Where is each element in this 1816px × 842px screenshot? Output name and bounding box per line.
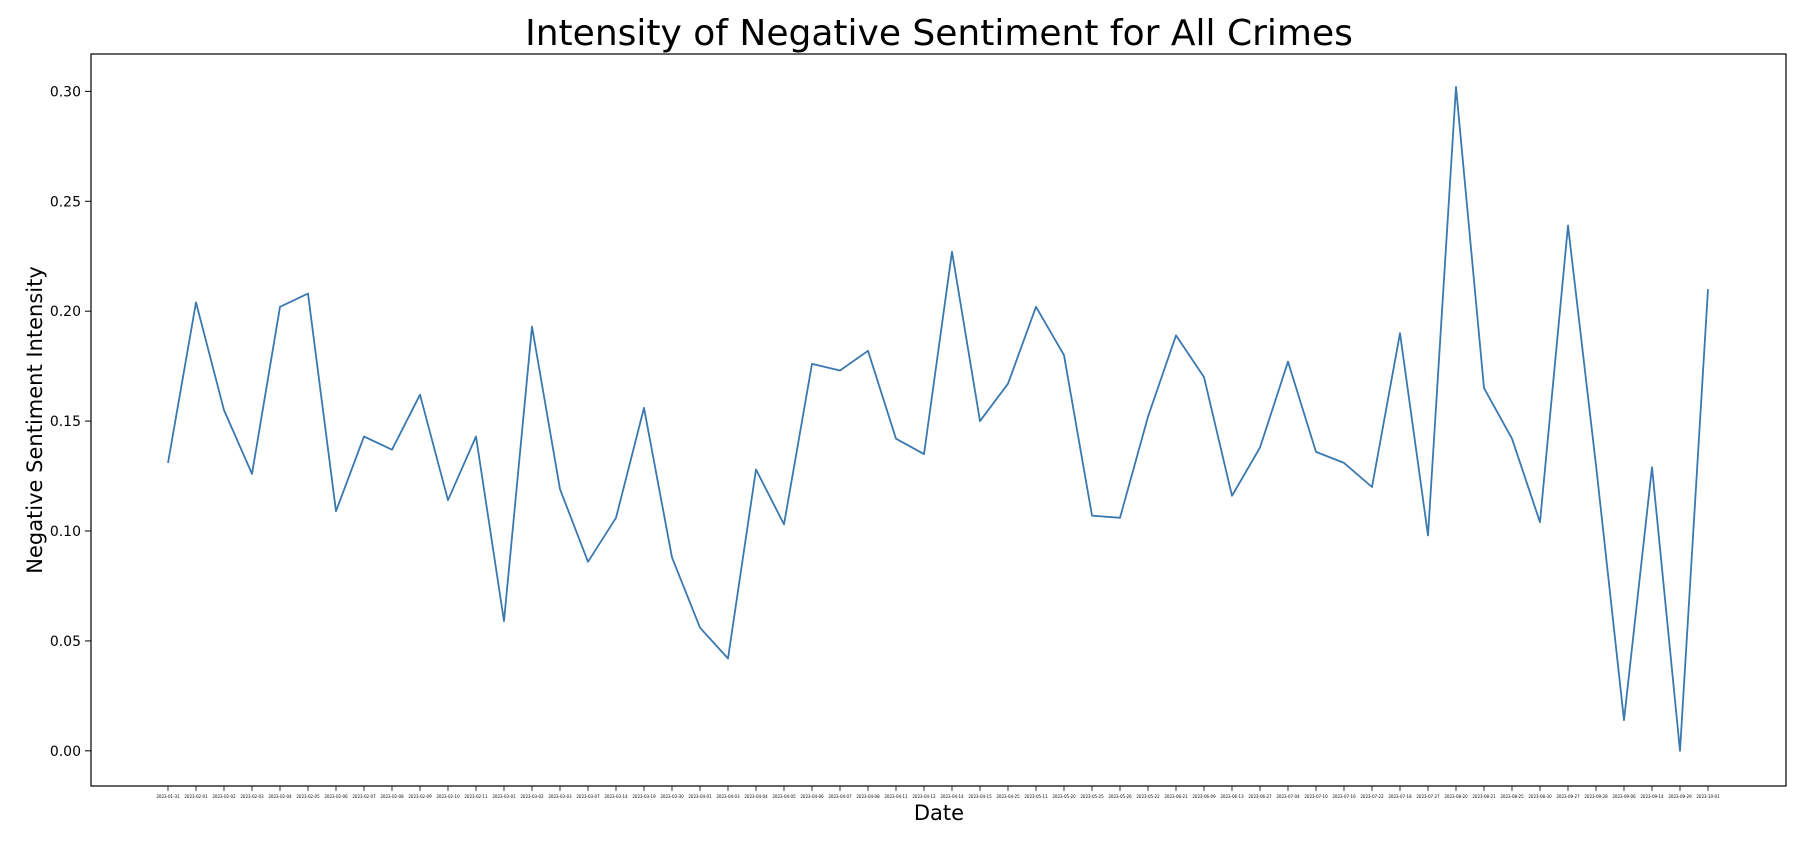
y-tick-label: 0.15 [50,414,81,430]
y-tick-label: 0.30 [50,84,81,100]
x-tick-label: 2023-04-03 [716,794,740,799]
x-tick-label: 2023-02-09 [408,794,432,799]
x-tick-label: 2023-08-25 [1500,794,1524,799]
x-tick-label: 2023-03-30 [660,794,684,799]
y-tick-label: 0.20 [50,304,81,320]
y-tick-label: 0.10 [50,524,81,540]
x-tick-label: 2023-09-06 [1612,794,1636,799]
x-tick-label: 2023-02-02 [212,794,236,799]
x-tick-label: 2023-04-14 [940,794,964,799]
x-tick-label: 2023-02-07 [352,794,376,799]
x-tick-label: 2023-08-21 [1472,794,1496,799]
x-tick-label: 2023-08-30 [1528,794,1552,799]
x-tick-label: 2023-02-03 [240,794,264,799]
x-tick-label: 2023-05-11 [1024,794,1048,799]
x-tick-label: 2023-07-22 [1360,794,1384,799]
x-tick-label: 2023-04-06 [800,794,824,799]
x-tick-label: 2023-09-28 [1584,794,1608,799]
series-line [167,86,1709,752]
x-tick-label: 2023-05-22 [1136,794,1160,799]
plot-frame [90,53,1787,787]
x-tick-label: 2023-03-19 [632,794,656,799]
x-tick-label: 2023-03-03 [548,794,572,799]
x-tick-label: 2023-06-13 [1220,794,1244,799]
x-tick-label: 2023-05-25 [1080,794,1104,799]
y-tick-label: 0.25 [50,194,81,210]
x-tick-label: 2023-04-04 [744,794,768,799]
y-tick-label: 0.00 [50,744,81,760]
x-tick-label: 2023-02-06 [324,794,348,799]
x-axis-label: Date [914,801,964,825]
x-tick-label: 2023-04-08 [856,794,880,799]
x-tick-label: 2023-05-20 [1052,794,1076,799]
x-tick-label: 2023-10-01 [1696,794,1720,799]
x-tick-label: 2023-02-08 [380,794,404,799]
x-tick-label: 2023-03-02 [520,794,544,799]
x-tick-label: 2023-04-12 [912,794,936,799]
x-tick-label: 2023-01-31 [156,794,180,799]
chart-title: Intensity of Negative Sentiment for All … [525,13,1353,54]
x-tick-label: 2023-05-26 [1108,794,1132,799]
x-tick-label: 2023-02-10 [436,794,460,799]
x-tick-label: 2023-07-04 [1276,794,1300,799]
x-tick-label: 2023-03-14 [604,794,628,799]
x-tick-label: 2023-04-15 [968,794,992,799]
x-tick-label: 2023-04-07 [828,794,852,799]
x-tick-label: 2023-08-20 [1444,794,1468,799]
y-axis: 0.00 0.05 0.10 0.15 0.20 0.25 0.30 [50,84,91,760]
x-tick-label: 2023-09-29 [1668,794,1692,799]
x-tick-label: 2023-04-05 [772,794,796,799]
y-axis-label: Negative Sentiment Intensity [23,266,47,574]
x-tick-label: 2023-03-01 [492,794,516,799]
x-tick-label: 2023-07-16 [1332,794,1356,799]
x-tick-label: 2023-03-07 [576,794,600,799]
x-tick-label: 2023-02-05 [296,794,320,799]
x-tick-label: 2023-04-25 [996,794,1020,799]
x-tick-label: 2023-07-18 [1388,794,1412,799]
x-tick-label: 2023-06-21 [1164,794,1188,799]
x-tick-label: 2023-09-14 [1640,794,1664,799]
x-tick-label: 2023-04-11 [884,794,908,799]
x-tick-label: 2023-02-11 [464,794,488,799]
x-tick-label: 2023-02-01 [184,794,208,799]
x-tick-label: 2023-07-27 [1416,794,1440,799]
x-tick-label: 2023-06-27 [1248,794,1272,799]
x-tick-label: 2023-06-09 [1192,794,1216,799]
x-tick-label: 2023-07-10 [1304,794,1328,799]
x-axis: 2023-01-31 2023-02-01 2023-02-02 2023-02-03… [156,786,1720,799]
y-tick-label: 0.05 [50,634,81,650]
x-tick-label: 2023-02-04 [268,794,292,799]
x-tick-label: 2023-09-27 [1556,794,1580,799]
x-tick-label: 2023-04-01 [688,794,712,799]
